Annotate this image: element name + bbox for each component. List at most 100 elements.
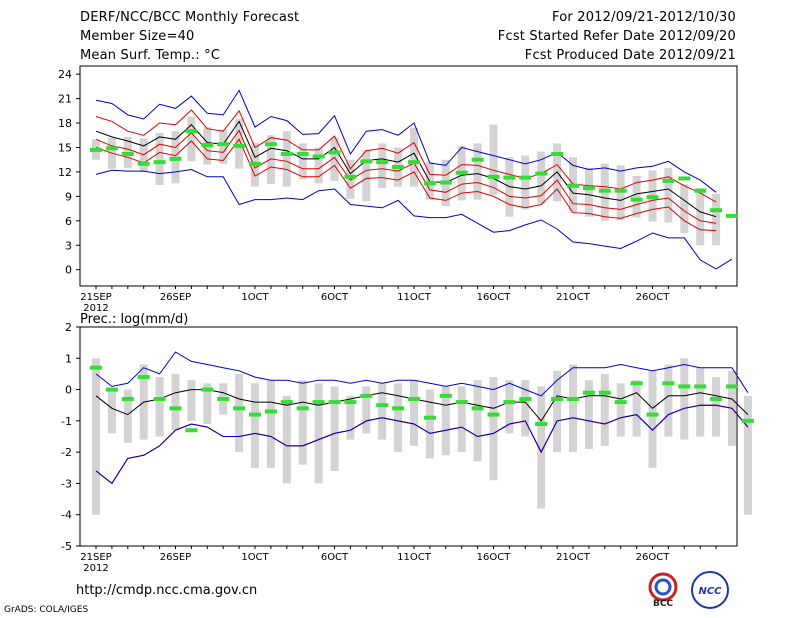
ensemble-box [441, 386, 450, 456]
mean-marker [392, 165, 405, 170]
mean-marker [582, 390, 595, 395]
panel-title: Prec.: log(mm/d) [80, 312, 188, 327]
ensemble-box [743, 395, 752, 515]
ensemble-box [537, 386, 546, 509]
series-lower [95, 129, 717, 224]
x-tick-label: 6OCT [321, 292, 349, 303]
mean-marker [439, 393, 452, 398]
mean-marker [487, 412, 500, 417]
y-tick-label: 21 [58, 93, 72, 106]
ensemble-box [155, 132, 164, 185]
mean-marker [710, 208, 723, 213]
x-tick-label: 26SEP [160, 292, 191, 303]
mean-marker [630, 381, 643, 386]
panel-2: -5 -4 -3 -2 -1 0 1 2 21SEP 26SEP 1OCT 6OCT 11OCT 16OC… [61, 312, 754, 574]
x-tick-label: 21SEP [80, 292, 111, 303]
mean-marker [185, 428, 198, 433]
mean-marker [328, 400, 341, 405]
ensemble-box [680, 358, 689, 440]
mean-marker [646, 412, 659, 417]
mean-marker [519, 175, 532, 180]
plot-frame [79, 65, 738, 287]
variable-label: Mean Surf. Temp.: °C [80, 48, 221, 63]
mean-marker [344, 174, 357, 179]
mean-marker [423, 181, 436, 186]
y-tick-label: 18 [58, 117, 72, 130]
ensemble-box [330, 386, 339, 471]
mean-marker [376, 160, 389, 165]
mean-marker [264, 142, 277, 147]
mean-marker [535, 171, 548, 176]
ensemble-box [378, 383, 387, 440]
y-tick-label: -5 [61, 540, 72, 553]
x-year-label: 2012 [83, 563, 108, 574]
mean-marker [217, 142, 230, 147]
y-tick-label: 3 [65, 239, 72, 252]
y-tick-label: 0 [65, 264, 72, 277]
mean-marker [503, 400, 516, 405]
mean-marker [694, 384, 707, 389]
mean-marker [344, 400, 357, 405]
mean-marker [376, 403, 389, 408]
ensemble-box [394, 383, 403, 453]
x-tick-label: 1OCT [241, 292, 269, 303]
member-size: Member Size=40 [80, 29, 195, 44]
mean-marker [121, 152, 134, 156]
mean-marker [312, 154, 325, 159]
ensemble-box [473, 380, 482, 462]
mean-marker [455, 170, 468, 175]
plot-frame [79, 326, 738, 547]
x-tick-label: 26SEP [160, 552, 191, 563]
mean-marker [360, 159, 373, 164]
y-tick-label: 0 [65, 384, 72, 397]
mean-marker [630, 197, 643, 202]
ensemble-box [664, 364, 673, 437]
x-tick-label: 16OCT [477, 292, 512, 303]
ensemble-box [616, 165, 625, 220]
mean-marker [169, 156, 182, 161]
x-tick-label: 21OCT [556, 292, 591, 303]
ensemble-box [251, 383, 259, 468]
series-max [95, 89, 717, 193]
mean-marker [582, 186, 595, 191]
y-tick-label: 15 [58, 141, 72, 154]
mean-marker [694, 188, 707, 193]
mean-marker [614, 188, 627, 193]
ensemble-box [298, 143, 307, 180]
mean-marker [392, 406, 405, 411]
mean-marker [312, 400, 325, 405]
x-tick-label: 6OCT [321, 552, 349, 563]
ensemble-box [235, 373, 244, 453]
ensemble-box [553, 370, 562, 453]
x-tick-label: 26OCT [636, 552, 671, 563]
mean-marker [169, 406, 182, 411]
mean-marker [567, 183, 579, 188]
ensemble-box [155, 377, 164, 437]
ensemble-box [266, 380, 275, 468]
mean-marker [360, 393, 373, 398]
ensemble-box [107, 389, 116, 434]
mean-marker [598, 188, 611, 193]
y-tick-label: 6 [65, 215, 72, 228]
mean-marker [455, 400, 468, 405]
ensemble-box [537, 151, 546, 204]
mean-marker [201, 387, 214, 392]
mean-marker [280, 152, 293, 156]
mean-marker [233, 406, 246, 411]
mean-marker [726, 384, 738, 389]
bcc-logo: BCC [648, 572, 678, 608]
x-tick-label: 11OCT [397, 292, 432, 303]
mean-marker [137, 375, 150, 380]
ensemble-box [410, 127, 418, 187]
y-tick-label: -2 [61, 446, 72, 459]
ensemble-box [521, 155, 530, 210]
source-url[interactable]: http://cmdp.ncc.cma.gov.cn [76, 583, 258, 598]
mean-marker [551, 152, 564, 156]
ensemble-box [632, 380, 641, 437]
ensemble-box [298, 380, 307, 465]
mean-marker [90, 147, 102, 152]
series-min [95, 168, 733, 270]
series-lowest [95, 138, 717, 232]
ensemble-box [187, 116, 196, 162]
ensemble-box [219, 129, 228, 164]
